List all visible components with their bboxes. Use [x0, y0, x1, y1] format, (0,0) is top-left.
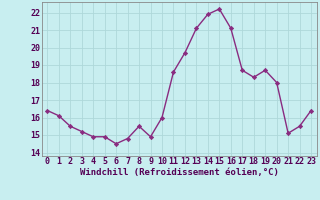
X-axis label: Windchill (Refroidissement éolien,°C): Windchill (Refroidissement éolien,°C) [80, 168, 279, 177]
